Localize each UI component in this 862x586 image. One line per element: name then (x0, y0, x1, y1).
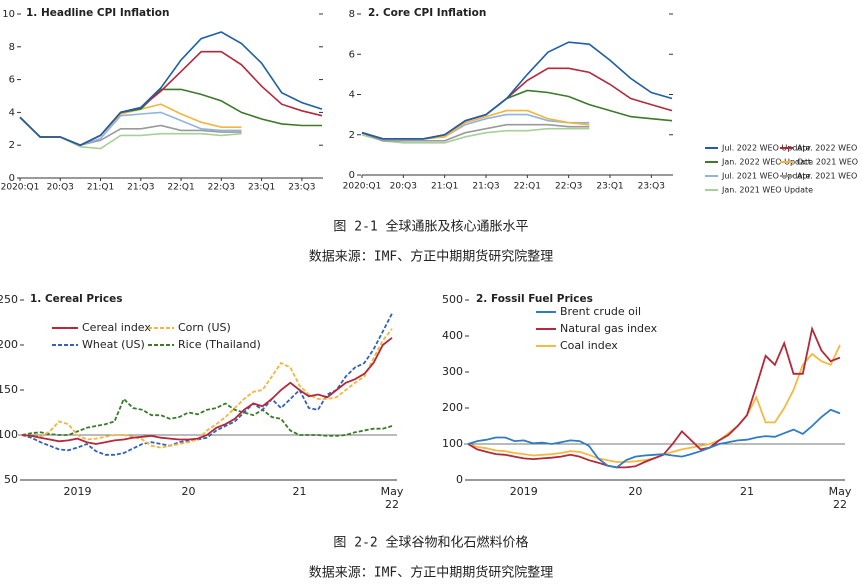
y-tick-label: 2 (9, 140, 15, 151)
series-line (467, 408, 841, 469)
y-tick-label: 8 (9, 42, 15, 53)
legend-label: Jul. 2022 WEO Update (721, 144, 810, 153)
legend-label: Cereal index (82, 321, 151, 334)
x-tick-label: 21 (740, 485, 754, 498)
x-tick-label: 21:Q1 (431, 182, 458, 192)
x-tick-label: 21:Q1 (87, 183, 114, 193)
y-tick-label: 0 (456, 473, 463, 486)
legend-label: Wheat (US) (82, 338, 145, 351)
legend-label: Jul. 2021 WEO Update (721, 172, 810, 181)
x-tick-label: 2020:Q1 (1, 183, 40, 193)
legend-label: Natural gas index (560, 322, 658, 335)
series-line (21, 328, 393, 449)
series-line (21, 397, 393, 437)
series-line (361, 127, 590, 144)
y-tick-label: 4 (9, 107, 15, 118)
y-tick-label: 300 (442, 365, 463, 378)
x-tick-label: 20:Q3 (390, 182, 417, 192)
x-tick-label: 22:Q3 (555, 182, 582, 192)
x-tick-label: 2020:Q1 (343, 182, 382, 192)
chart-title: 2. Core CPI Inflation (368, 7, 486, 19)
y-tick-label: 150 (0, 383, 18, 396)
series-line (19, 116, 242, 150)
series-line (21, 313, 393, 456)
x-tick-label: 21:Q3 (472, 182, 499, 192)
caption: 图 2-1 全球通胀及核心通胀水平 (333, 219, 528, 235)
y-tick-label: 200 (0, 338, 18, 351)
x-tick-label: 22:Q1 (514, 182, 541, 192)
legend-label: Jan. 2022 WEO Update (721, 158, 813, 167)
y-tick-label: 0 (9, 173, 15, 184)
y-tick-label: 8 (349, 9, 355, 20)
series-line (19, 116, 242, 147)
y-tick-label: 6 (9, 75, 15, 86)
y-tick-label: 4 (349, 90, 355, 101)
x-tick-label: 23:Q1 (248, 183, 275, 193)
legend-label: Jan. 2021 WEO Update (721, 186, 813, 195)
y-tick-label: 10 (2, 9, 15, 20)
y-tick-label: 100 (442, 437, 463, 450)
x-tick-label: 2019 (63, 485, 92, 498)
x-tick-label: 23:Q3 (638, 182, 665, 192)
series-line (361, 123, 590, 142)
x-tick-label: 20:Q3 (47, 183, 74, 193)
y-tick-label: 6 (349, 49, 355, 60)
series-line (19, 31, 323, 147)
series-line (361, 67, 673, 140)
y-tick-label: 500 (442, 293, 463, 306)
y-tick-label: 100 (0, 428, 18, 441)
series-line (19, 50, 323, 147)
x-tick-label: 20 (628, 485, 643, 498)
caption: 数据来源：IMF、方正中期期货研究院整理 (309, 565, 553, 581)
y-tick-label: 50 (4, 473, 18, 486)
x-tick-label: 22:Q3 (208, 183, 235, 193)
legend-label: Coal index (560, 339, 618, 352)
x-tick-label: 2019 (509, 485, 538, 498)
chart-title: 2. Fossil Fuel Prices (476, 293, 593, 305)
legend-label: Apr. 2021 WEO (797, 172, 857, 181)
x-tick-label: 21 (292, 485, 307, 498)
x-tick-label: May 22 (380, 485, 404, 511)
legend-label: Rice (Thailand) (178, 338, 261, 351)
caption: 图 2-2 全球谷物和化石燃料价格 (333, 535, 528, 551)
x-tick-label: 20 (181, 485, 196, 498)
legend-label: Brent crude oil (560, 305, 641, 318)
chart-title: 1. Cereal Prices (30, 293, 123, 305)
y-tick-label: 250 (0, 293, 18, 306)
y-tick-label: 2 (349, 130, 355, 141)
x-tick-label: 22:Q1 (167, 183, 194, 193)
legend-label: Corn (US) (178, 321, 231, 334)
series-line (361, 41, 673, 140)
series-line (467, 325, 841, 469)
legend-label: Oct. 2021 WEO (797, 158, 858, 167)
y-tick-label: 0 (349, 170, 355, 181)
x-tick-label: 21:Q3 (127, 183, 154, 193)
series-line (21, 337, 393, 445)
y-tick-label: 200 (442, 401, 463, 414)
caption: 数据来源：IMF、方正中期期货研究院整理 (309, 249, 553, 265)
chart-title: 1. Headline CPI Inflation (26, 7, 169, 19)
y-tick-label: 400 (442, 329, 463, 342)
legend-label: Apr. 2022 WEO (797, 144, 857, 153)
x-tick-label: 23:Q1 (596, 182, 623, 192)
x-tick-label: 23:Q3 (288, 183, 315, 193)
x-tick-label: May 22 (828, 485, 852, 511)
